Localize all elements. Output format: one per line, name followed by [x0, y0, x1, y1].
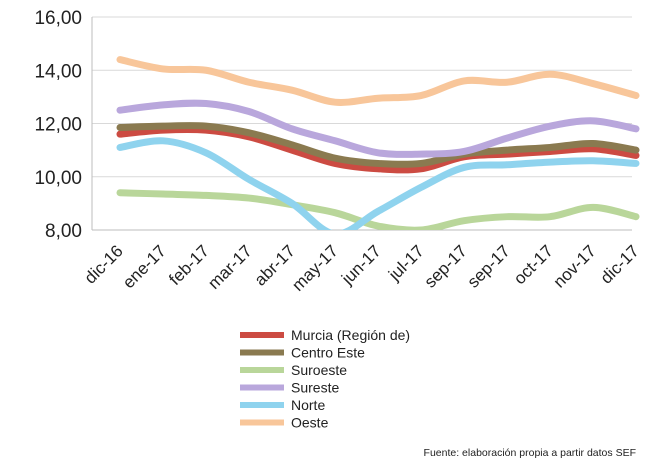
series-line-3: [116, 99, 640, 158]
legend-label: Murcia (Región de): [291, 327, 410, 343]
x-tick-label: sep-17: [464, 241, 514, 291]
y-tick-label: 8,00: [45, 221, 82, 242]
legend-label: Suroeste: [291, 362, 347, 378]
x-tick-label: ene-17: [119, 241, 170, 292]
series-line-0: [116, 125, 640, 174]
y-tick-label: 10,00: [34, 168, 82, 189]
legend-label: Oeste: [291, 415, 329, 431]
x-tick-label: sep-17: [421, 241, 471, 291]
y-tick-label: 12,00: [34, 115, 82, 136]
series-line-1: [116, 122, 640, 168]
legend-label: Sureste: [291, 380, 339, 396]
series-lines: [116, 56, 640, 230]
x-tick-label: oct-17: [510, 241, 557, 288]
legend-label: Norte: [291, 397, 325, 413]
x-tick-label: mar-17: [204, 241, 256, 293]
y-tick-label: 14,00: [34, 61, 82, 82]
legend-label: Centro Este: [291, 345, 365, 361]
series-line-4: [116, 137, 640, 230]
x-axis-ticks: dic-16ene-17feb-17mar-17abr-17may-17jun-…: [81, 241, 643, 295]
x-tick-label: dic-17: [597, 241, 643, 287]
y-tick-label: 16,00: [34, 8, 82, 29]
x-tick-label: nov-17: [550, 241, 600, 291]
series-line-2: [116, 189, 640, 230]
source-note: Fuente: elaboración propia a partir dato…: [424, 447, 636, 459]
x-tick-label: may-17: [288, 241, 342, 295]
y-axis-ticks: 8,00 10,00 12,00 14,00 16,00: [34, 8, 82, 242]
series-line-5: [116, 56, 640, 106]
x-tick-label: jun-17: [337, 241, 385, 289]
